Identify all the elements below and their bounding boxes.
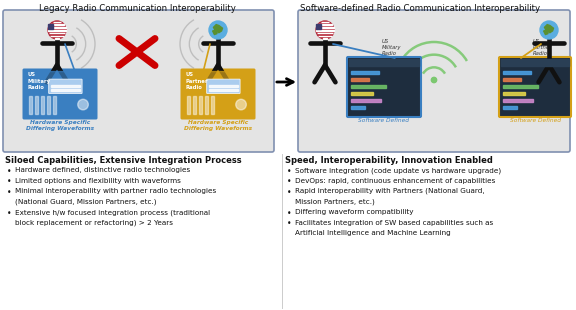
Bar bbox=[323, 38, 328, 39]
Bar bbox=[351, 99, 381, 102]
FancyBboxPatch shape bbox=[298, 10, 570, 152]
Bar bbox=[29, 96, 32, 114]
Text: •: • bbox=[7, 167, 12, 176]
Bar bbox=[55, 38, 59, 39]
Text: US
Military
Radio: US Military Radio bbox=[382, 39, 401, 56]
Polygon shape bbox=[544, 30, 548, 34]
Text: •: • bbox=[287, 209, 291, 218]
Bar bbox=[316, 24, 321, 29]
Bar bbox=[51, 89, 79, 91]
Bar bbox=[193, 96, 196, 114]
FancyBboxPatch shape bbox=[3, 10, 274, 152]
Text: Software Defined: Software Defined bbox=[358, 118, 410, 123]
Bar bbox=[199, 96, 202, 114]
Bar bbox=[47, 96, 50, 114]
Bar bbox=[316, 30, 334, 31]
Bar bbox=[503, 70, 531, 74]
Text: Hardware Specific
Differing Waveforms: Hardware Specific Differing Waveforms bbox=[184, 120, 252, 131]
Bar bbox=[35, 96, 38, 114]
Text: •: • bbox=[7, 178, 12, 187]
Text: •: • bbox=[287, 188, 291, 197]
FancyBboxPatch shape bbox=[49, 79, 82, 94]
Text: Mission Partners, etc.): Mission Partners, etc.) bbox=[295, 198, 375, 205]
Bar bbox=[351, 85, 386, 88]
Bar bbox=[316, 27, 334, 28]
FancyBboxPatch shape bbox=[180, 69, 256, 119]
Bar bbox=[205, 96, 208, 114]
Bar bbox=[351, 91, 373, 95]
Bar bbox=[187, 96, 190, 114]
Text: US
Partner
Radio: US Partner Radio bbox=[186, 73, 209, 90]
Text: Rapid interoperability with Partners (National Guard,: Rapid interoperability with Partners (Na… bbox=[295, 188, 484, 194]
Bar bbox=[351, 78, 369, 81]
Text: •: • bbox=[7, 188, 12, 197]
Polygon shape bbox=[214, 24, 222, 33]
Circle shape bbox=[236, 99, 247, 110]
Text: Differing waveform compatibility: Differing waveform compatibility bbox=[295, 209, 414, 215]
Bar bbox=[503, 91, 525, 95]
Bar bbox=[209, 85, 237, 87]
Text: •: • bbox=[287, 219, 291, 228]
Circle shape bbox=[431, 77, 437, 83]
Bar bbox=[351, 70, 379, 74]
Bar bbox=[501, 59, 569, 66]
Bar bbox=[503, 78, 521, 81]
Text: •: • bbox=[287, 167, 291, 176]
Text: •: • bbox=[287, 178, 291, 187]
Text: Hardware Specific
Differing Waveforms: Hardware Specific Differing Waveforms bbox=[26, 120, 94, 131]
Bar bbox=[349, 59, 419, 66]
FancyBboxPatch shape bbox=[22, 69, 97, 119]
Text: Hardware defined, distinctive radio technologies: Hardware defined, distinctive radio tech… bbox=[15, 167, 190, 173]
Bar bbox=[503, 85, 538, 88]
Polygon shape bbox=[544, 24, 554, 33]
Text: Facilitates integration of SW based capabilities such as: Facilitates integration of SW based capa… bbox=[295, 219, 493, 225]
Bar bbox=[48, 24, 53, 29]
Text: US
Military
Radio: US Military Radio bbox=[28, 73, 51, 90]
Text: Software-defined Radio Communication Interoperability: Software-defined Radio Communication Int… bbox=[300, 4, 540, 13]
Text: Software Defined: Software Defined bbox=[510, 118, 560, 123]
Text: •: • bbox=[7, 209, 12, 218]
Text: (National Guard, Mission Partners, etc.): (National Guard, Mission Partners, etc.) bbox=[15, 198, 157, 205]
Circle shape bbox=[209, 21, 227, 39]
Text: US
Partner
Radio: US Partner Radio bbox=[533, 39, 552, 56]
Text: block replacement or refactoring) > 2 Years: block replacement or refactoring) > 2 Ye… bbox=[15, 219, 173, 226]
Bar bbox=[48, 27, 66, 28]
FancyBboxPatch shape bbox=[207, 79, 240, 94]
FancyBboxPatch shape bbox=[499, 57, 571, 117]
Bar bbox=[51, 85, 79, 87]
Text: Speed, Interoperability, Innovation Enabled: Speed, Interoperability, Innovation Enab… bbox=[285, 156, 493, 165]
Bar bbox=[211, 96, 214, 114]
Circle shape bbox=[540, 21, 558, 39]
Polygon shape bbox=[213, 30, 217, 34]
Bar bbox=[50, 24, 65, 25]
Circle shape bbox=[78, 99, 88, 110]
Bar bbox=[41, 96, 44, 114]
Bar bbox=[26, 71, 94, 88]
Circle shape bbox=[48, 21, 66, 39]
Bar bbox=[48, 30, 66, 31]
Bar bbox=[184, 71, 252, 88]
Bar bbox=[53, 96, 56, 114]
Text: Software integration (code update vs hardware upgrade): Software integration (code update vs har… bbox=[295, 167, 501, 174]
Text: Siloed Capabilities, Extensive Integration Process: Siloed Capabilities, Extensive Integrati… bbox=[5, 156, 241, 165]
Text: DevOps: rapid, continuous enhancement of capabilities: DevOps: rapid, continuous enhancement of… bbox=[295, 178, 495, 184]
Circle shape bbox=[316, 21, 334, 39]
FancyBboxPatch shape bbox=[347, 57, 421, 117]
Text: Limited options and flexibility with waveforms: Limited options and flexibility with wav… bbox=[15, 178, 181, 184]
Bar bbox=[351, 105, 365, 109]
Bar bbox=[503, 105, 517, 109]
Text: Artificial Intelligence and Machine Learning: Artificial Intelligence and Machine Lear… bbox=[295, 230, 451, 236]
Text: Legacy Radio Communication Interoperability: Legacy Radio Communication Interoperabil… bbox=[39, 4, 236, 13]
Bar bbox=[209, 89, 237, 91]
Text: Minimal interoperability with partner radio technologies: Minimal interoperability with partner ra… bbox=[15, 188, 216, 194]
Bar bbox=[503, 99, 533, 102]
Text: Extensive h/w focused integration process (traditional: Extensive h/w focused integration proces… bbox=[15, 209, 210, 215]
Bar bbox=[317, 24, 332, 25]
